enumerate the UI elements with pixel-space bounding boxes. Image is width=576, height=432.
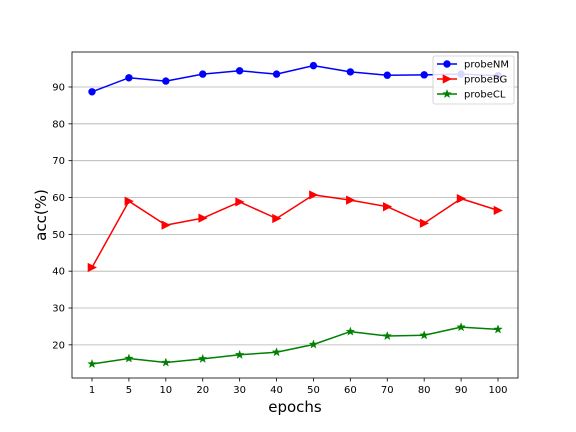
data-point-probeBG-1 [87,262,97,273]
data-point-probeBG-60 [346,195,356,205]
data-point-probeBG-10 [161,220,171,230]
x-tick-label-90: 90 [455,385,468,396]
data-point-probeCL-20 [197,353,208,363]
data-point-probeCL-40 [271,347,282,357]
legend-label-probeCL: probeCL [464,90,506,101]
x-axis-ticks: 1 5 10 20 30 40 50 60 70 80 90 100 [89,378,508,396]
x-axis-label: epochs [268,398,322,416]
x-tick-label-100: 100 [488,385,507,396]
legend-item-probeCL: probeCL [437,89,506,101]
y-tick-label-80: 80 [52,119,65,130]
y-tick-label-70: 70 [52,156,65,167]
data-point-probeCL-60 [345,326,356,336]
data-point-probeNM-10 [162,77,170,85]
data-point-probeNM-5 [125,74,133,82]
data-point-probeBG-100 [493,205,503,216]
series-line-probeBG [91,194,499,268]
data-point-probeCL-90 [456,322,466,332]
data-point-probeBG-5 [124,196,134,206]
x-tick-label-70: 70 [381,385,394,396]
x-tick-label-50: 50 [307,385,320,396]
y-axis-ticks: 20 30 40 50 60 70 80 90 [52,82,72,351]
legend-label-probeNM: probeNM [464,60,509,71]
series-line-probeNM [91,64,499,93]
data-point-probeNM-40 [272,70,281,78]
series-probeCL [87,322,503,369]
data-point-probeBG-50 [309,190,319,200]
y-tick-label-30: 30 [52,304,65,315]
legend-box [432,55,515,105]
data-point-probeCL-1 [87,359,97,369]
data-point-probeCL-100 [493,324,503,334]
series-line-probeCL [91,326,499,365]
y-tick-label-60: 60 [52,193,65,204]
x-tick-label-30: 30 [233,385,246,396]
y-axis-label: acc(%) [32,189,50,241]
data-point-probeNM-20 [199,70,207,78]
data-point-probeBG-90 [456,193,467,204]
data-point-probeNM-80 [420,71,428,79]
legend-label-probeBG: probeBG [464,75,507,86]
y-tick-label-90: 90 [52,82,65,93]
legend-item-probeNM: probeNM [437,60,509,71]
x-tick-label-1: 1 [89,385,95,396]
data-point-probeNM-70 [383,71,391,79]
y-tick-label-20: 20 [52,340,65,351]
data-point-probeNM-60 [346,68,355,76]
plot-frame [71,51,519,379]
x-tick-label-80: 80 [418,385,431,396]
data-point-probeNM-50 [309,61,318,70]
data-point-probeBG-70 [382,202,393,212]
data-point-probeNM-30 [235,67,244,75]
y-tick-label-40: 40 [52,267,65,278]
data-point-probeCL-70 [382,331,393,341]
y-tick-label-50: 50 [52,230,65,241]
legend-marker-probeBG [442,74,452,84]
series-group [87,61,503,369]
x-tick-label-60: 60 [344,385,357,396]
x-tick-label-40: 40 [270,385,283,396]
legend-item-probeBG: probeBG [437,74,507,86]
data-point-probeCL-50 [308,339,319,349]
x-tick-label-10: 10 [159,385,172,396]
legend: probeNM probeBG probeCL [432,55,515,105]
x-tick-label-20: 20 [196,385,209,396]
legend-marker-probeCL [442,89,452,99]
data-point-probeBG-40 [272,213,282,224]
series-probeBG [87,190,503,273]
data-point-probeNM-1 [88,88,96,96]
gridlines [72,86,518,346]
legend-marker-probeNM [443,60,451,68]
data-point-probeBG-30 [235,197,245,207]
series-probeNM [88,61,502,96]
data-point-probeBG-20 [198,213,208,223]
data-point-probeCL-5 [124,353,134,363]
data-point-probeBG-80 [419,218,430,228]
x-tick-label-5: 5 [126,385,132,396]
data-point-probeCL-80 [419,330,429,340]
data-point-probeCL-30 [234,349,245,359]
data-point-probeCL-10 [161,357,171,367]
